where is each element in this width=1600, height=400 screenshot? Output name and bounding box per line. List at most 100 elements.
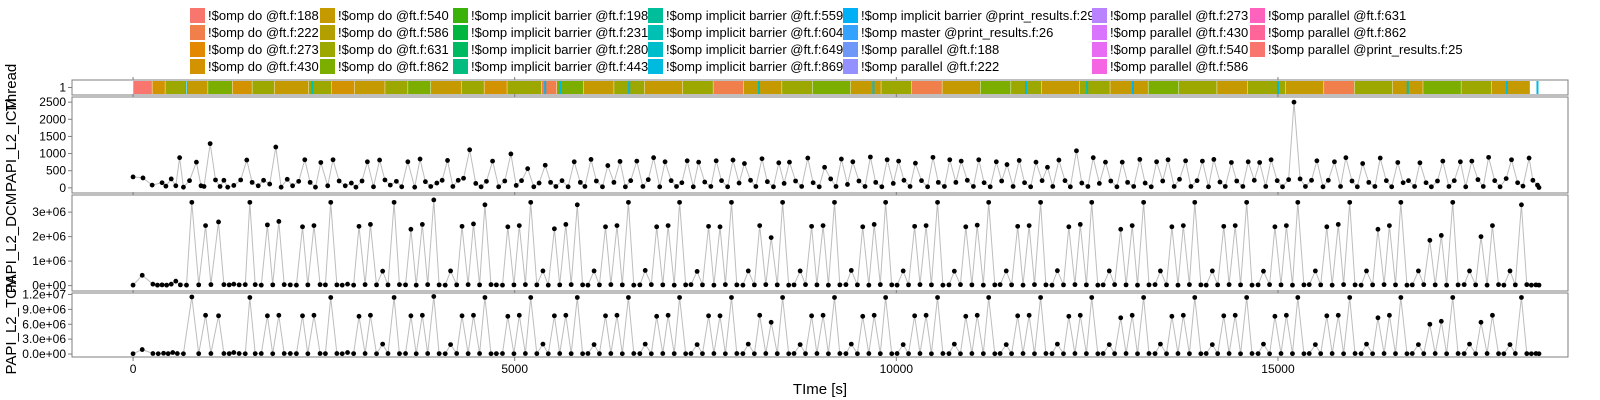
data-point xyxy=(1240,184,1246,189)
data-point xyxy=(626,199,631,205)
data-point xyxy=(425,351,431,356)
data-point xyxy=(654,313,660,319)
data-point xyxy=(1226,351,1232,356)
legend-item: !$omp parallel @ft.f:862 xyxy=(1250,25,1406,40)
timeline-segment xyxy=(232,81,253,94)
timeline-marker xyxy=(1025,81,1028,94)
timeline-marker xyxy=(1406,81,1409,94)
data-point xyxy=(380,268,386,274)
data-point xyxy=(1049,351,1055,357)
data-point xyxy=(455,177,461,183)
data-point xyxy=(1135,351,1140,357)
data-point xyxy=(866,351,872,356)
data-point xyxy=(307,179,313,185)
data-point xyxy=(700,282,705,288)
data-point xyxy=(1451,178,1457,184)
data-point xyxy=(986,295,992,300)
data-point xyxy=(208,351,214,356)
data-point xyxy=(645,177,651,183)
data-point xyxy=(450,184,456,189)
data-point xyxy=(174,351,180,356)
legend-item: !$omp implicit barrier @ft.f:559 xyxy=(648,8,843,23)
legend-label: !$omp do @ft.f:430 xyxy=(208,59,319,74)
data-point xyxy=(1066,224,1072,230)
data-point xyxy=(700,351,705,357)
data-point xyxy=(946,282,952,288)
data-point xyxy=(1524,351,1530,357)
data-point xyxy=(1475,177,1481,183)
data-point xyxy=(1501,282,1507,288)
data-point xyxy=(484,178,489,184)
legend-swatch xyxy=(190,8,205,23)
data-point xyxy=(317,351,323,356)
data-point xyxy=(971,184,976,189)
data-point xyxy=(1528,282,1534,288)
data-point xyxy=(1003,268,1009,274)
data-point xyxy=(1244,295,1250,300)
data-point xyxy=(611,179,617,185)
x-axis: 0 5000 10000 15000 TIme [s] xyxy=(130,357,1295,398)
data-point xyxy=(493,351,499,357)
y-tick-label: 3.0e+06 xyxy=(22,332,66,346)
data-point xyxy=(393,178,399,184)
data-point xyxy=(617,159,623,164)
data-point xyxy=(648,282,654,288)
data-point xyxy=(477,351,482,356)
data-point xyxy=(413,282,419,288)
timeline-segment xyxy=(812,81,851,94)
data-point xyxy=(736,180,742,186)
data-point xyxy=(935,199,940,205)
data-point xyxy=(1280,184,1285,190)
data-point xyxy=(1383,178,1389,184)
data-point xyxy=(519,178,524,184)
data-point xyxy=(1141,199,1147,205)
data-point xyxy=(362,351,368,356)
data-point xyxy=(1320,184,1326,190)
data-point xyxy=(1032,282,1037,288)
data-point xyxy=(764,179,770,185)
data-point xyxy=(969,282,975,288)
data-point xyxy=(1395,160,1401,165)
data-point xyxy=(155,351,161,357)
legend-label: !$omp parallel @ft.f:430 xyxy=(1110,25,1248,40)
data-point xyxy=(1255,282,1261,288)
data-point xyxy=(856,178,862,184)
data-point xyxy=(1432,351,1438,356)
data-point xyxy=(1536,185,1542,190)
data-point xyxy=(787,159,792,165)
data-point xyxy=(1028,184,1034,190)
panel-papi-l2-tcm: PAPI_L2_TCM 0.0e+003.0e+066.0e+069.0e+061… xyxy=(3,276,1569,374)
legend-label: !$omp do @ft.f:540 xyxy=(338,8,449,23)
data-point xyxy=(799,184,805,189)
data-point xyxy=(1209,268,1215,274)
data-point xyxy=(511,351,517,357)
data-point xyxy=(1125,179,1130,185)
data-point xyxy=(177,155,183,161)
legend-swatch xyxy=(1092,8,1107,23)
data-point xyxy=(339,351,345,357)
data-point xyxy=(1009,351,1014,357)
legend-item: !$omp implicit barrier @ft.f:869 xyxy=(648,59,843,74)
data-point xyxy=(958,351,963,357)
data-point xyxy=(1512,351,1518,356)
data-point xyxy=(516,312,522,318)
data-point xyxy=(740,351,746,357)
data-point xyxy=(1358,282,1364,288)
data-point xyxy=(478,184,484,190)
data-point xyxy=(161,350,166,356)
data-point xyxy=(668,178,674,184)
timeline-segment xyxy=(407,81,431,94)
legend-item: !$omp do @ft.f:222 xyxy=(190,25,319,40)
data-point xyxy=(1467,268,1472,274)
timeline-segment xyxy=(1216,81,1248,94)
data-point xyxy=(640,184,646,189)
data-point xyxy=(1232,312,1238,318)
data-point xyxy=(1332,159,1337,165)
data-point xyxy=(428,184,434,189)
data-point xyxy=(471,221,476,227)
data-point xyxy=(1187,351,1192,357)
data-point xyxy=(1026,223,1032,229)
data-point xyxy=(1455,351,1461,356)
data-point xyxy=(247,295,253,300)
data-point xyxy=(1152,282,1158,288)
